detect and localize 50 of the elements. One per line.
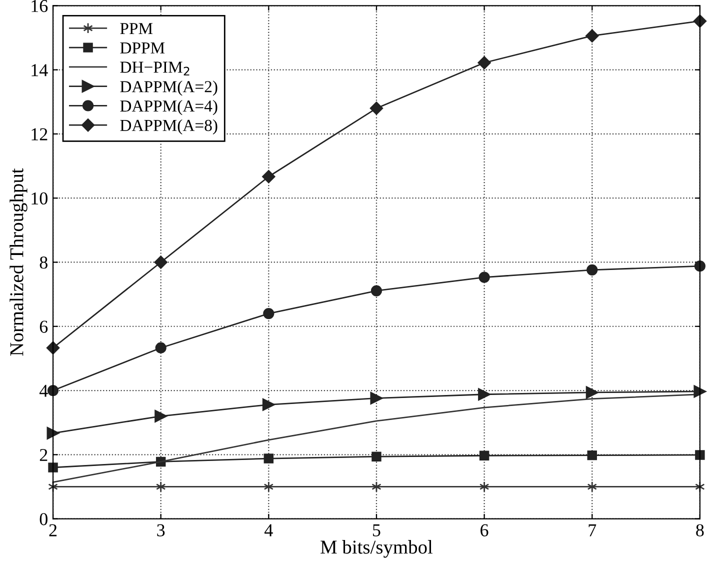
point [47,384,59,396]
y-tick-label: 4 [39,384,48,397]
y-tick-label: 0 [40,513,48,526]
legend-label: DAPPM(A=4) [120,100,218,116]
legend-label: DAPPM(A=2) [120,80,218,96]
y-tick-label: 6 [40,320,48,333]
y-tick-label: 2 [40,448,48,461]
point [370,285,382,296]
point [263,308,274,320]
point [694,385,706,398]
point [154,256,168,269]
point [48,462,58,472]
point [264,454,274,464]
point [694,260,706,272]
y-tick-label: 8 [40,256,48,269]
point [372,452,382,462]
point [587,450,597,460]
point [370,102,384,115]
x-axis-title: M bits/symbol [320,540,433,558]
point [586,264,598,276]
point [695,450,705,460]
point [46,426,60,440]
point [370,392,383,404]
legend-label: DPPM [120,42,165,54]
x-tick-label: 7 [588,524,596,536]
legend-label: DH−PIM$_{2}$ [120,62,190,76]
legend-label: DAPPM(A=8) [120,119,218,134]
point [587,481,598,492]
x-tick-label: 2 [49,524,57,536]
point [479,450,490,460]
point [586,386,598,399]
y-tick-label: 10 [32,192,48,205]
x-tick-label: 4 [264,524,273,536]
y-tick-label: 12 [32,128,48,140]
x-tick-label: 3 [157,524,165,536]
point [586,29,599,42]
point [478,56,491,70]
point [262,170,276,184]
y-tick-label: 16 [32,0,48,12]
y-tick-label: 14 [32,64,48,76]
point [478,272,490,283]
point [155,342,166,354]
point [262,398,275,411]
x-tick-label: 8 [696,524,704,536]
point [478,388,491,401]
x-tick-label: 6 [480,524,488,536]
point [154,410,168,422]
x-tick-label: 5 [373,524,380,536]
legend-label: PPM [120,23,153,34]
y-axis-title: Normalized Throughput [10,168,28,356]
